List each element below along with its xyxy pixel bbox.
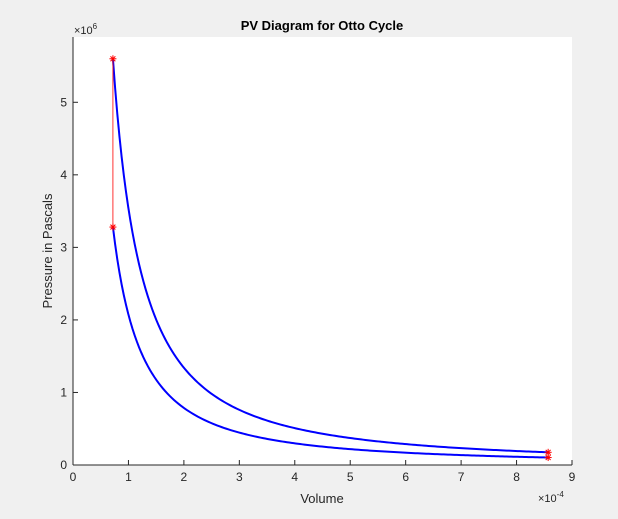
- x-tick-label-2: 2: [181, 470, 188, 484]
- axes: 0 1 2 3 4 5 6 7 8 9 0 1 2 3 4 5: [60, 37, 576, 484]
- y-tick-label-1: 1: [60, 385, 67, 399]
- plot-area: [73, 37, 572, 465]
- y-exponent: ×106: [74, 22, 98, 37]
- x-tick-label-8: 8: [513, 470, 520, 484]
- data-point-0: [109, 223, 117, 231]
- curve-series-1: [111, 226, 549, 459]
- data-point-1: [109, 55, 117, 63]
- x-tick-label-4: 4: [291, 470, 298, 484]
- x-tick-label-6: 6: [402, 470, 409, 484]
- y-axis-label: Pressure in Pascals: [40, 193, 55, 308]
- markers: [109, 55, 552, 462]
- x-tick-label-3: 3: [236, 470, 243, 484]
- y-tick-label-2: 2: [60, 313, 67, 327]
- x-tick-label-0: 0: [70, 470, 77, 484]
- curve-series-0: [111, 58, 549, 454]
- y-tick-label-3: 3: [60, 240, 67, 254]
- x-tick-label-9: 9: [569, 470, 576, 484]
- data-point-3: [544, 454, 552, 462]
- x-tick-label-5: 5: [347, 470, 354, 484]
- chart-title: PV Diagram for Otto Cycle: [241, 18, 404, 33]
- y-tick-label-5: 5: [60, 95, 67, 109]
- y-tick-label-4: 4: [60, 168, 67, 182]
- x-exponent: ×10-4: [538, 490, 564, 505]
- x-tick-label-1: 1: [125, 470, 132, 484]
- x-axis-label: Volume: [300, 491, 343, 506]
- curves: [111, 58, 549, 459]
- x-tick-label-7: 7: [458, 470, 465, 484]
- y-tick-label-0: 0: [60, 458, 67, 472]
